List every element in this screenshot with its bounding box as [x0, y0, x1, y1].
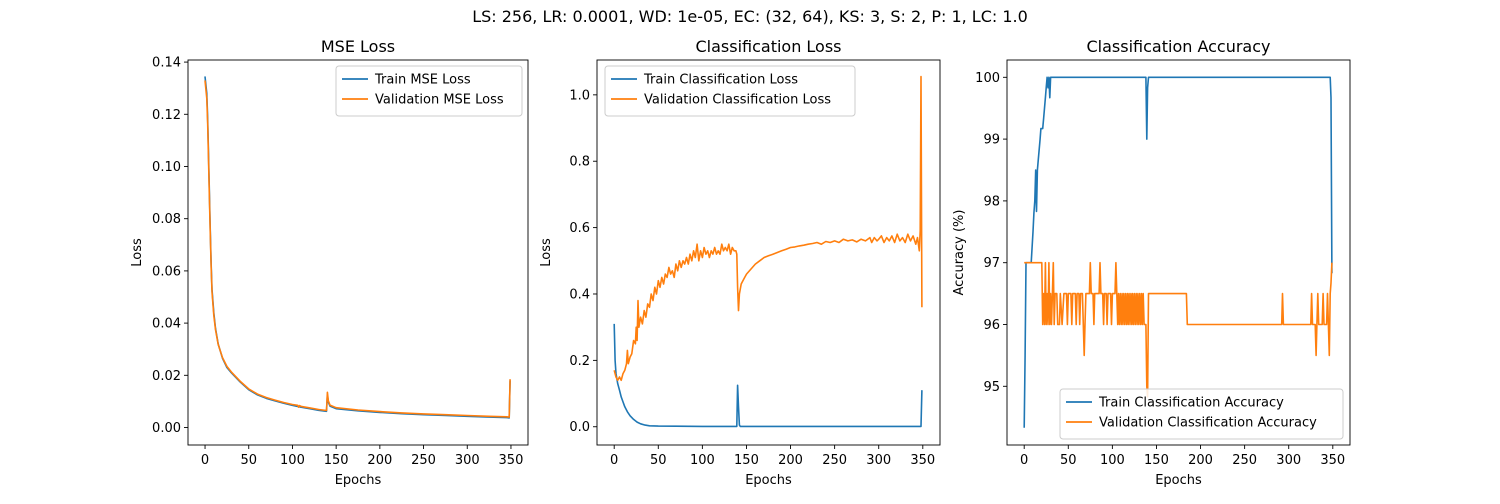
x-tick-label: 50 [650, 453, 667, 468]
legend-entry: Validation Classification Accuracy [1099, 416, 1317, 431]
axes-frame [596, 59, 941, 446]
x-tick-label: 250 [1232, 453, 1257, 468]
x-tick-label: 150 [1144, 453, 1169, 468]
series-group [1023, 76, 1333, 428]
legend-box [604, 65, 856, 117]
x-tick-label: 0 [610, 453, 618, 468]
y-tick-label: 0.00 [152, 421, 181, 436]
y-tick-label: 0.04 [152, 317, 181, 332]
legend-entry: Train MSE Loss [374, 73, 471, 88]
x-axis-label: Epochs [335, 473, 382, 488]
y-tick-label: 98 [983, 194, 1000, 209]
y-tick-label: 97 [983, 256, 1000, 271]
chart-2: 0 50 100 150 200 250 300 350 0.0 0.2 0.4 0.6 0.8 1.0 C… [539, 37, 941, 488]
y-tick-label: 0.02 [152, 369, 181, 384]
axes-frame [1006, 59, 1351, 446]
x-tick-label: 200 [778, 453, 803, 468]
y-tick-label: 100 [975, 71, 1000, 86]
x-tick-label: 300 [1276, 453, 1301, 468]
x-tick-label: 200 [1188, 453, 1213, 468]
y-tick-label: 0.14 [152, 56, 181, 71]
figure-suptitle: LS: 256, LR: 0.0001, WD: 1e-05, EC: (32,… [472, 7, 1028, 26]
legend-box [1059, 388, 1344, 440]
y-tick-label: 1.0 [569, 88, 590, 103]
y-axis-label: Loss [130, 238, 145, 267]
y-tick-label: 0.06 [152, 264, 181, 279]
x-tick-label: 0 [1020, 453, 1028, 468]
x-tick-label: 200 [367, 453, 392, 468]
series-group [204, 76, 511, 419]
legend-entry: Validation Classification Loss [644, 93, 831, 108]
x-tick-label: 300 [455, 453, 480, 468]
chart-title: Classification Accuracy [1087, 37, 1271, 56]
x-tick-label: 350 [499, 453, 524, 468]
x-axis-label: Epochs [1155, 473, 1202, 488]
legend-box [335, 65, 523, 117]
validation-series-line [613, 75, 923, 382]
legend: Train MSE Loss Validation MSE Loss [335, 65, 523, 117]
y-tick-label: 0.08 [152, 212, 181, 227]
x-tick-label: 100 [690, 453, 715, 468]
y-tick-label: 0.10 [152, 160, 181, 175]
y-tick-label: 0.4 [569, 287, 590, 302]
series-group [613, 75, 923, 428]
x-tick-label: 300 [866, 453, 891, 468]
chart-3: 0 50 100 150 200 250 300 350 95 96 97 98 99 100 Classi… [952, 37, 1351, 488]
train-series-line [1023, 76, 1333, 428]
legend-entry: Validation MSE Loss [375, 93, 504, 108]
x-tick-label: 150 [734, 453, 759, 468]
y-tick-label: 96 [983, 318, 1000, 333]
y-tick-label: 0.0 [569, 420, 590, 435]
chart-title: Classification Loss [695, 37, 841, 56]
x-tick-label: 50 [1060, 453, 1077, 468]
y-tick-label: 0.8 [569, 155, 590, 170]
legend: Train Classification Loss Validation Clas… [604, 65, 856, 117]
train-series-line [613, 323, 923, 428]
chart-title: MSE Loss [321, 37, 395, 56]
x-tick-label: 100 [1100, 453, 1125, 468]
x-tick-label: 350 [1320, 453, 1345, 468]
y-tick-label: 0.6 [569, 221, 590, 236]
x-tick-label: 250 [822, 453, 847, 468]
train-series-line [204, 76, 511, 419]
y-tick-label: 95 [983, 380, 1000, 395]
validation-series-line [204, 80, 511, 418]
x-tick-label: 250 [411, 453, 436, 468]
y-axis-label: Accuracy (%) [952, 210, 967, 296]
validation-series-line [1024, 261, 1333, 398]
x-tick-label: 350 [910, 453, 935, 468]
axes-frame [187, 59, 529, 446]
chart-1: 0 50 100 150 200 250 300 350 0.00 0.02 0.04 0.06 0.0… [130, 37, 529, 488]
legend-entry: Train Classification Loss [643, 73, 798, 88]
x-tick-label: 150 [324, 453, 349, 468]
x-axis-label: Epochs [745, 473, 792, 488]
legend-entry: Train Classification Accuracy [1098, 396, 1284, 411]
y-axis-label: Loss [539, 238, 554, 267]
x-tick-label: 50 [240, 453, 257, 468]
x-tick-label: 0 [201, 453, 209, 468]
y-tick-label: 0.12 [152, 108, 181, 123]
y-tick-label: 0.2 [569, 354, 590, 369]
y-tick-label: 99 [983, 133, 1000, 148]
legend: Train Classification Accuracy Validation … [1059, 388, 1344, 440]
x-tick-label: 100 [280, 453, 305, 468]
